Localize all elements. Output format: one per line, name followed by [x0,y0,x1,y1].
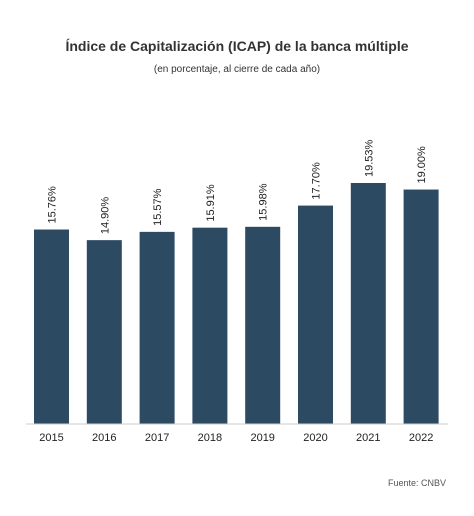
bar-2022 [403,189,439,424]
x-tick-label-2018: 2018 [198,432,222,444]
bar-2017 [139,231,175,424]
value-label-2018: 15.91% [205,184,217,222]
x-tick-label-2019: 2019 [250,432,274,444]
x-tick-label-2016: 2016 [92,432,116,444]
x-tick-label-2020: 2020 [303,432,327,444]
value-label-2015: 15.76% [47,186,59,224]
value-label-2017: 15.57% [152,188,164,226]
chart-subtitle: (en porcentaje, al cierre de cada año) [153,64,321,75]
x-tick-label-2015: 2015 [39,432,63,444]
bar-2018 [192,227,228,424]
value-label-2016: 14.90% [99,197,111,235]
bar-2020 [298,205,333,424]
bars-layer [34,183,439,424]
value-label-2020: 17.70% [311,162,323,200]
tick-labels-layer: 2015 2016 2017 2018 2019 2020 2021 2022 [39,432,433,444]
value-label-2021: 19.53% [363,139,375,177]
bar-2019 [245,226,281,424]
source-note: Fuente: CNBV [387,478,446,488]
value-label-2022: 19.00% [416,146,428,184]
value-labels-layer: 15.76% 14.90% 15.57% 15.91% 15.98% 17.70% 19.5… [47,139,429,234]
bar-2021 [350,183,386,424]
chart-title: Índice de Capitalización (ICAP) de la ba… [65,38,409,54]
x-tick-label-2017: 2017 [145,432,169,444]
value-label-2019: 15.98% [258,183,270,221]
x-tick-label-2022: 2022 [409,432,433,444]
bar-2016 [86,240,122,424]
x-tick-label-2021: 2021 [356,432,380,444]
bar-2015 [34,229,69,424]
